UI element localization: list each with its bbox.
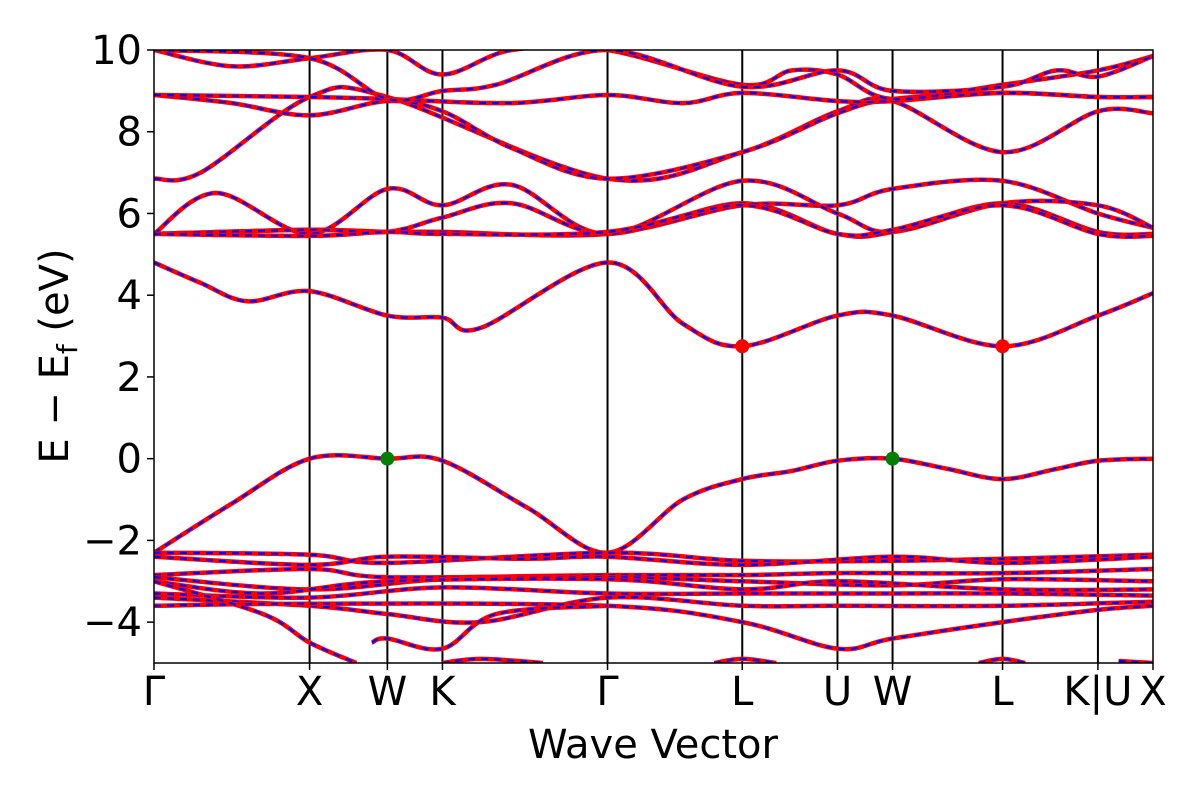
band-line-spin-down [154, 551, 1153, 565]
cbm-marker [735, 339, 750, 354]
x-ticks: Γ X W K Γ L U W L K|U X [143, 663, 1167, 715]
x-tick-label: L [991, 669, 1014, 715]
x-tick-label: Γ [143, 669, 166, 715]
band-line-spin-up [442, 656, 544, 663]
x-tick-label: Γ [596, 669, 619, 715]
band-line-spin-down [154, 204, 1153, 238]
band-line-spin-down [154, 91, 1153, 180]
y-tick-label: 10 [91, 28, 142, 74]
band-line-spin-down [154, 580, 357, 663]
x-tick-label: K|U [1063, 669, 1132, 715]
y-ticks: 10 8 6 4 2 0 −2 −4 [83, 28, 154, 646]
x-tick-label: W [873, 669, 913, 715]
vbm-marker [885, 451, 900, 466]
x-tick-label: K [429, 669, 457, 715]
y-tick-label: 4 [117, 273, 142, 319]
band-line-spin-down [154, 567, 1153, 579]
band-lines [154, 50, 1153, 663]
y-tick-label: 2 [117, 355, 142, 401]
plot-frame [153, 49, 1154, 664]
band-line-spin-up [154, 260, 1153, 349]
y-axis-title-subscript: f [51, 343, 84, 354]
band-line-spin-down [154, 596, 1153, 624]
band-line-spin-down [154, 91, 1153, 105]
band-line-spin-down [154, 454, 1153, 554]
band-line-spin-down [154, 602, 1153, 651]
band-line-spin-down [713, 657, 777, 663]
band-line-spin-down [154, 50, 1153, 102]
band-line-spin-down [154, 86, 1153, 182]
x-tick-label: W [368, 669, 408, 715]
cbm-marker [995, 339, 1010, 354]
y-axis-title-main: E − E [32, 354, 78, 464]
vbm-marker [380, 451, 395, 466]
x-axis-title: Wave Vector [528, 722, 779, 768]
x-tick-label: X [1139, 669, 1166, 715]
band-line-spin-down [371, 604, 608, 651]
band-line-spin-down [978, 657, 1026, 663]
band-line-spin-down [154, 577, 1153, 595]
y-tick-label: −4 [83, 600, 142, 646]
y-tick-label: −2 [83, 518, 142, 564]
x-tick-label: L [731, 669, 754, 715]
x-tick-label: U [823, 669, 852, 715]
y-axis-title-unit: (eV) [32, 248, 78, 344]
y-tick-label: 0 [117, 437, 142, 483]
y-tick-label: 8 [117, 110, 142, 156]
extrema-markers [380, 339, 1010, 466]
x-tick-label: X [296, 669, 323, 715]
y-tick-label: 6 [117, 191, 142, 237]
band-line-spin-down [154, 555, 1153, 567]
band-line-spin-up [154, 585, 1153, 600]
y-axis-title: E − Ef (eV) [32, 248, 84, 463]
